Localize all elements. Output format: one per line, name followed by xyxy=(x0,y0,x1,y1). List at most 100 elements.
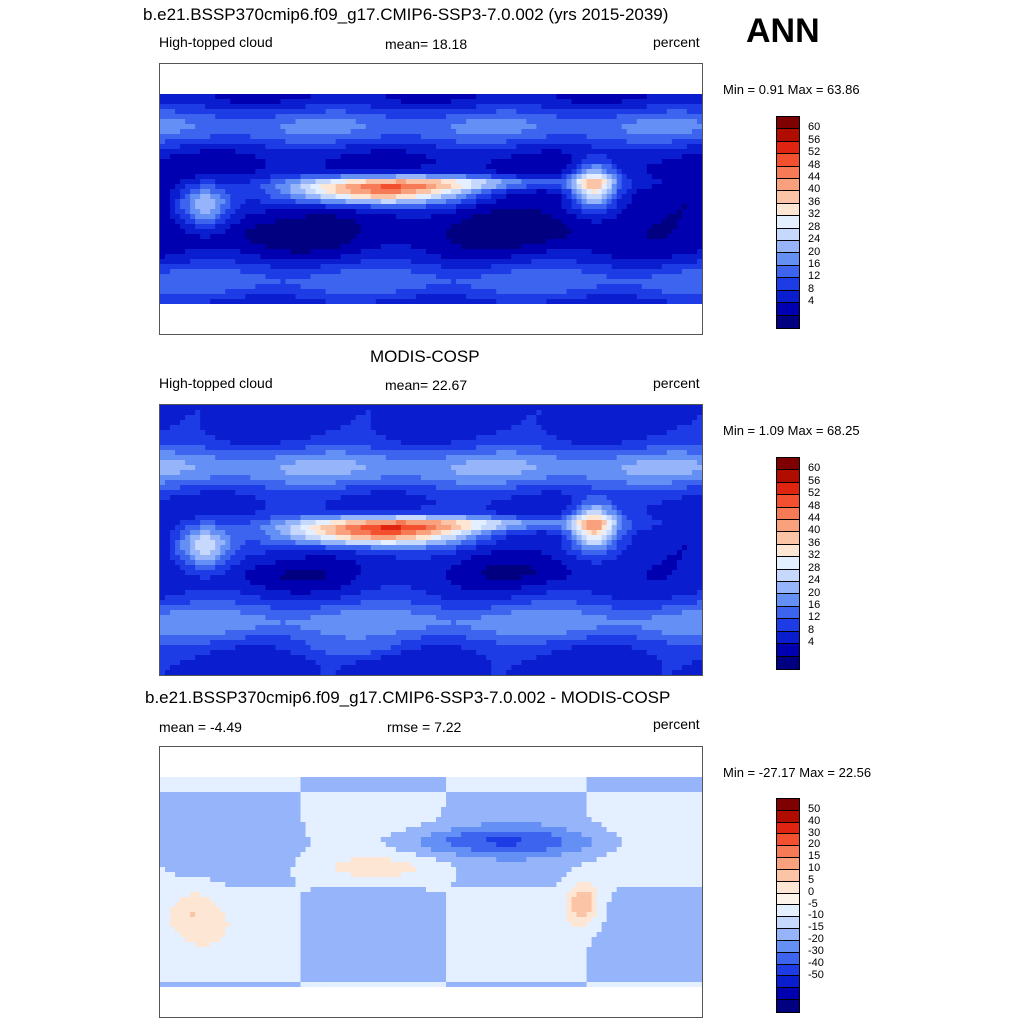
field-cell xyxy=(581,229,588,235)
field-cell xyxy=(506,84,512,90)
field-cell xyxy=(486,164,492,170)
field-cell xyxy=(466,74,472,80)
field-cell xyxy=(200,169,206,175)
field-cell xyxy=(280,139,287,145)
field-cell xyxy=(195,259,201,265)
field-cell xyxy=(431,64,437,70)
field-cell xyxy=(360,94,367,100)
field-cell xyxy=(195,119,201,125)
field-cell xyxy=(165,224,171,230)
field-cell xyxy=(305,64,312,70)
field-cell xyxy=(696,209,702,215)
field-cell xyxy=(646,139,653,145)
field-cell xyxy=(315,109,322,115)
field-cell xyxy=(651,174,658,180)
field-cell xyxy=(325,134,332,140)
field-cell xyxy=(571,114,578,120)
field-cell xyxy=(250,99,256,105)
field-cell xyxy=(631,119,638,125)
field-cell xyxy=(170,64,176,70)
field-cell xyxy=(225,244,231,250)
field-cell xyxy=(481,124,487,130)
field-cell xyxy=(290,79,297,85)
field-cell xyxy=(160,159,166,165)
field-cell xyxy=(290,234,297,240)
field-cell xyxy=(230,169,236,175)
field-cell xyxy=(501,154,507,160)
field-cell xyxy=(400,229,407,235)
field-cell xyxy=(160,169,166,175)
field-cell xyxy=(521,274,527,280)
field-cell xyxy=(170,109,176,115)
field-cell xyxy=(170,199,176,205)
field-cell xyxy=(441,124,447,130)
field-cell xyxy=(180,189,186,195)
field-cell xyxy=(405,239,412,245)
field-cell xyxy=(360,149,367,155)
field-cell xyxy=(601,99,608,105)
field-cell xyxy=(651,144,658,150)
field-cell xyxy=(230,209,236,215)
field-cell xyxy=(380,154,387,160)
field-cell xyxy=(410,279,417,285)
field-cell xyxy=(636,204,643,210)
field-cell xyxy=(651,229,658,235)
field-cell xyxy=(370,174,377,180)
field-cell xyxy=(205,264,211,270)
field-cell xyxy=(325,249,332,255)
field-cell xyxy=(656,209,663,215)
field-cell xyxy=(310,234,317,240)
field-cell xyxy=(265,249,272,255)
field-cell xyxy=(526,64,532,70)
field-cell xyxy=(245,104,251,110)
field-cell xyxy=(300,199,307,205)
field-cell xyxy=(431,289,437,295)
field-cell xyxy=(190,89,196,95)
field-cell xyxy=(335,259,342,265)
field-cell xyxy=(526,254,532,260)
field-cell xyxy=(656,104,663,110)
field-cell xyxy=(456,89,462,95)
field-cell xyxy=(180,264,186,270)
field-cell xyxy=(305,229,312,235)
field-cell xyxy=(621,124,628,130)
field-cell xyxy=(696,234,702,240)
field-cell xyxy=(335,224,342,230)
field-cell xyxy=(556,69,563,75)
field-cell xyxy=(285,259,292,265)
field-cell xyxy=(656,229,663,235)
field-cell xyxy=(310,64,317,70)
field-cell xyxy=(451,169,457,175)
field-cell xyxy=(245,64,251,70)
field-cell xyxy=(345,144,352,150)
field-cell xyxy=(350,89,357,95)
field-cell xyxy=(315,144,322,150)
field-cell xyxy=(516,69,522,75)
field-cell xyxy=(486,244,492,250)
field-cell xyxy=(330,139,337,145)
field-cell xyxy=(536,114,543,120)
field-cell xyxy=(606,249,613,255)
field-cell xyxy=(425,129,432,135)
field-cell xyxy=(441,284,447,290)
field-cell xyxy=(410,69,417,75)
field-cell xyxy=(501,94,507,100)
field-cell xyxy=(285,84,292,90)
field-cell xyxy=(335,84,342,90)
field-cell xyxy=(601,229,608,235)
field-cell xyxy=(586,194,593,200)
field-cell xyxy=(641,169,648,175)
field-cell xyxy=(330,219,337,225)
field-cell xyxy=(591,284,598,290)
field-cell xyxy=(230,214,236,220)
field-cell xyxy=(260,184,266,190)
field-cell xyxy=(626,289,633,295)
field-cell xyxy=(200,164,206,170)
field-cell xyxy=(626,99,633,105)
field-cell xyxy=(425,134,432,140)
field-cell xyxy=(240,269,246,275)
field-cell xyxy=(370,204,377,210)
field-cell xyxy=(275,159,282,165)
field-cell xyxy=(551,269,558,275)
field-cell xyxy=(315,189,322,195)
